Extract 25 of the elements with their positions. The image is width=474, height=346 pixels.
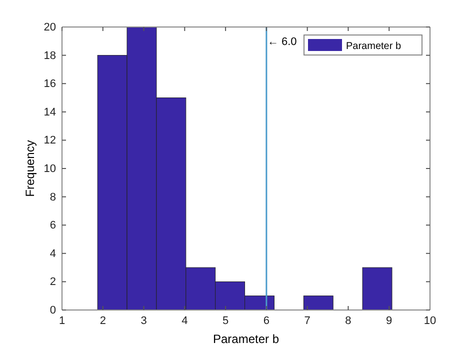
- x-tick-label: 9: [386, 314, 392, 327]
- ref-line-label: ← 6.0: [267, 36, 297, 48]
- x-tick-label: 7: [304, 314, 310, 327]
- y-axis-title: Frequency: [23, 140, 37, 197]
- text: Parameter b: [346, 41, 402, 52]
- y-tick-label: 16: [44, 78, 56, 90]
- x-tick-label: 6: [263, 314, 270, 327]
- y-tick-label: 0: [50, 304, 56, 317]
- x-tick-label: 2: [100, 314, 106, 327]
- y-tick-label: 14: [44, 106, 56, 118]
- x-axis-title: Parameter b: [212, 332, 280, 346]
- y-tick-label: 20: [44, 22, 56, 34]
- x-tick-label: 3: [140, 314, 147, 327]
- y-tick-label: 12: [44, 134, 56, 147]
- y-tick-label: 10: [44, 163, 56, 176]
- y-tick-label: 8: [50, 191, 56, 204]
- y-tick-label: 18: [44, 50, 56, 62]
- x-tick-label: 4: [182, 314, 188, 327]
- x-tick-label: 10: [424, 314, 436, 327]
- y-tick-label: 2: [50, 276, 56, 288]
- x-tick-label: 1: [58, 314, 66, 327]
- y-tick-label: 4: [50, 248, 56, 260]
- x-tick-label: 5: [222, 314, 229, 327]
- x-tick-label: 8: [345, 314, 352, 327]
- y-tick-label: 6: [50, 220, 56, 232]
